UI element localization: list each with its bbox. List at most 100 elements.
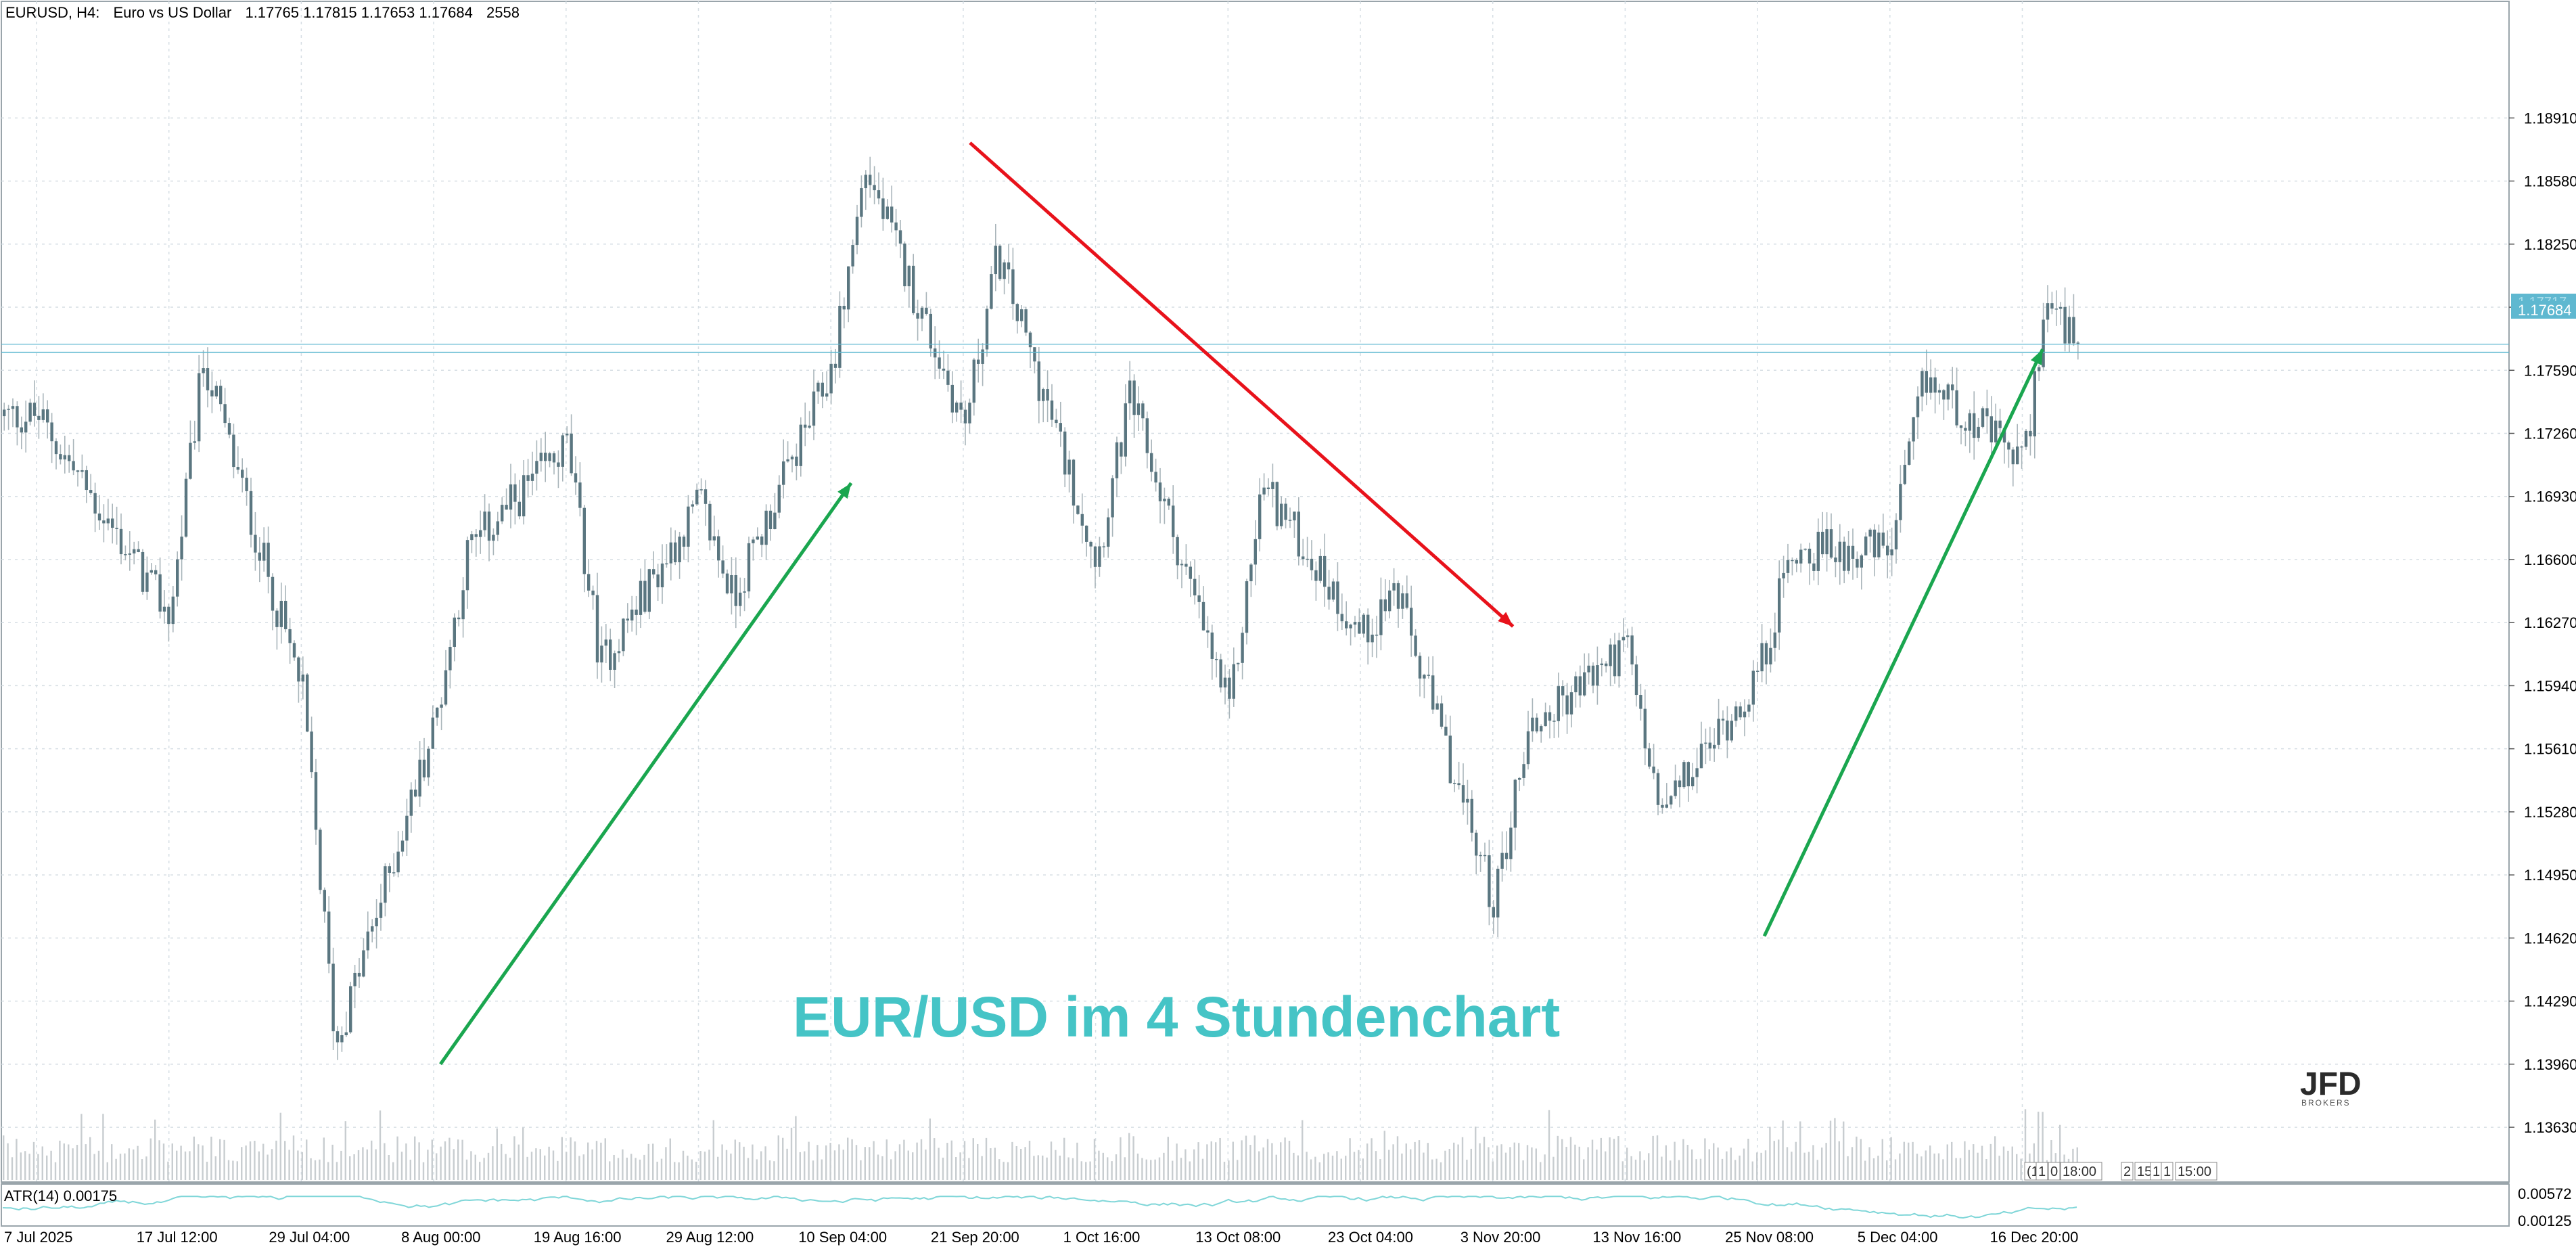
- volume-bar: [1959, 1158, 1962, 1180]
- candle-body: [102, 520, 106, 524]
- volume-bar: [877, 1154, 879, 1180]
- x-tick-label: 25 Nov 08:00: [1725, 1229, 1814, 1246]
- candle-body: [929, 313, 932, 349]
- candle-body: [1193, 578, 1197, 595]
- candle-body: [1639, 695, 1642, 709]
- candle-body: [920, 307, 924, 319]
- volume-bar: [1193, 1149, 1195, 1180]
- volume-bar: [1670, 1160, 1672, 1180]
- volume-bar: [1093, 1139, 1096, 1180]
- candle-body: [340, 1035, 344, 1043]
- volume-bar: [2011, 1146, 2013, 1180]
- candle-body: [635, 609, 638, 615]
- candle-body: [1734, 706, 1738, 721]
- volume-bar: [46, 1155, 48, 1180]
- volume-bar: [331, 1144, 334, 1180]
- volume-bar: [570, 1137, 572, 1180]
- candle-body: [873, 185, 876, 191]
- volume-bar: [959, 1152, 961, 1180]
- candle-body: [219, 386, 223, 405]
- candle-body: [176, 559, 179, 597]
- jfd-logo-subtext: BROKERS: [2301, 1098, 2351, 1108]
- volume-bar: [336, 1162, 338, 1180]
- x-tick-label: 7 Jul 2025: [4, 1229, 73, 1246]
- volume-bar: [1340, 1158, 1342, 1180]
- volume-bar: [50, 1150, 52, 1180]
- candle-body: [470, 534, 474, 541]
- volume-bar: [799, 1152, 801, 1180]
- candle-body: [1933, 377, 1937, 393]
- candle-body: [1929, 377, 1933, 393]
- candle-body: [1843, 541, 1846, 571]
- volume-bar: [1435, 1158, 1438, 1180]
- candle-body: [825, 393, 829, 397]
- candle-body: [68, 455, 71, 461]
- candle-body: [336, 1031, 340, 1043]
- candle-body: [1557, 686, 1560, 721]
- time-label: (1: [2027, 1164, 2039, 1179]
- candle-body: [613, 653, 616, 670]
- candle-body: [448, 647, 452, 671]
- y-axis: 1.189101.185801.182501.179201.175901.172…: [2509, 110, 2576, 1136]
- candle-body: [981, 349, 984, 364]
- volume-bar: [1336, 1151, 1338, 1180]
- candle-body: [141, 551, 145, 592]
- candle-body: [643, 581, 647, 612]
- volume-bar: [557, 1160, 559, 1180]
- atr-scale-top: 0.00572: [2518, 1185, 2572, 1202]
- candle-body: [1791, 560, 1794, 562]
- x-tick-label: 17 Jul 12:00: [137, 1229, 218, 1246]
- candle-body: [1371, 635, 1374, 643]
- candle-body: [275, 610, 279, 627]
- volume-bar: [691, 1159, 693, 1180]
- candle-body: [1518, 777, 1521, 780]
- candle-body: [1496, 868, 1500, 917]
- candle-body: [1912, 417, 1915, 442]
- volume-bar: [1799, 1121, 1801, 1180]
- volume-bar: [1366, 1143, 1368, 1180]
- volume-bar: [1258, 1151, 1260, 1180]
- volume-bar: [1782, 1120, 1784, 1180]
- volume-bar: [279, 1112, 281, 1180]
- volume-bar: [1349, 1138, 1351, 1180]
- volume-bar: [938, 1148, 940, 1180]
- candle-body: [1708, 742, 1711, 749]
- volume-bar: [1284, 1137, 1286, 1180]
- volume-bar: [1899, 1153, 1901, 1180]
- volume-bar: [1912, 1141, 1914, 1180]
- candle-body: [687, 506, 690, 547]
- candle-body: [323, 890, 326, 912]
- time-label-box: [2048, 1162, 2061, 1181]
- candle-body: [1102, 546, 1105, 547]
- candle-body: [2011, 449, 2015, 465]
- volume-bar: [384, 1143, 386, 1180]
- volume-bar: [768, 1160, 771, 1180]
- volume-bar: [1461, 1137, 1464, 1180]
- candle-body: [570, 433, 573, 474]
- candle-body: [1323, 555, 1327, 587]
- candle-body: [1596, 665, 1599, 686]
- volume-bar: [968, 1158, 970, 1180]
- candle-body: [1345, 621, 1348, 629]
- time-label-box: [2175, 1162, 2217, 1181]
- candle-body: [1743, 711, 1747, 718]
- volume-bar: [1331, 1156, 1334, 1180]
- candle-body: [1392, 583, 1396, 591]
- candle-body: [474, 534, 478, 537]
- volume-bar: [1405, 1143, 1407, 1180]
- candle-body: [2046, 303, 2050, 320]
- candle-body: [301, 674, 304, 682]
- candle-body: [1293, 512, 1296, 521]
- volume-bar: [587, 1142, 589, 1180]
- volume-bar: [202, 1145, 204, 1180]
- y-tick-label: 1.18250: [2524, 236, 2576, 253]
- volume-bar: [1024, 1147, 1026, 1180]
- volume-bar: [1223, 1162, 1226, 1180]
- volume-bar: [1288, 1141, 1291, 1180]
- volume-bar: [1011, 1141, 1013, 1180]
- candle-body: [1648, 748, 1651, 767]
- volume-bar: [795, 1116, 797, 1180]
- volume-bar: [301, 1152, 303, 1180]
- candle-body: [821, 382, 824, 397]
- candle-body: [1453, 783, 1456, 784]
